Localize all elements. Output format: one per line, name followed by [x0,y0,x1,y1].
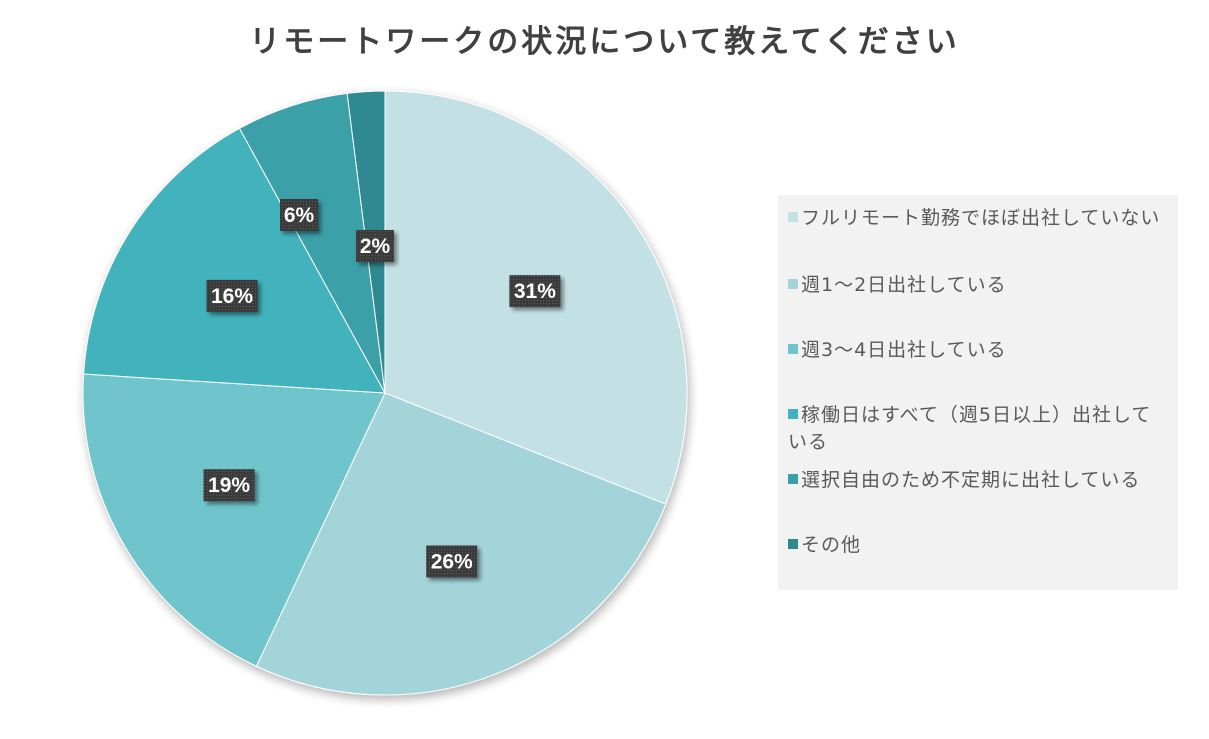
legend-swatch [788,409,798,419]
legend: フルリモート勤務でほぼ出社していない 週1〜2日出社している 週3〜4日出社している… [778,195,1178,590]
data-label-weekly-3-4: 19% [203,469,255,502]
legend-label: 週3〜4日出社している [801,339,1007,361]
legend-item-weekly-1-2: 週1〜2日出社している [788,272,1168,299]
chart-title: リモートワークの状況について教えてください [249,24,960,60]
data-label-box [206,279,258,312]
legend-swatch [788,344,798,354]
data-label-other: 2% [356,230,394,262]
data-label-box [203,469,255,502]
data-label-box [280,199,319,231]
data-label-value: 26% [431,550,473,573]
data-label-irregular: 6% [280,199,319,231]
legend-item-all-days: 稼働日はすべて（週5日以上）出社している [788,402,1168,456]
data-label-box [509,275,561,308]
legend-label: その他 [801,534,862,556]
pie-slice-weekly-1-2 [255,392,667,696]
legend-swatch [788,539,798,549]
pie-slice-weekly-3-4 [82,373,386,667]
data-label-all-days: 16% [206,279,258,312]
data-label-value: 19% [208,474,250,497]
legend-item-other: その他 [788,532,1168,559]
pie-slices [82,90,688,696]
data-label-full-remote: 31% [509,275,561,308]
data-label-value: 6% [284,204,315,227]
data-label-value: 2% [360,235,391,258]
legend-item-irregular: 選択自由のため不定期に出社している [788,467,1168,494]
legend-item-weekly-3-4: 週3〜4日出社している [788,337,1168,364]
data-label-value: 16% [211,285,253,308]
legend-swatch [788,279,798,289]
legend-swatch [788,212,798,222]
legend-swatch [788,474,798,484]
legend-item-full-remote: フルリモート勤務でほぼ出社していない [788,205,1168,232]
legend-label: 選択自由のため不定期に出社している [801,469,1141,491]
data-label-box [426,545,478,578]
pie-data-labels: 31% 26% 19% 16% 6% 2% [203,199,561,578]
data-label-box [356,230,394,262]
legend-label: 稼働日はすべて（週5日以上）出社している [788,404,1152,453]
legend-label: 週1〜2日出社している [801,274,1007,296]
data-label-weekly-1-2: 26% [426,545,478,578]
data-label-value: 31% [514,280,556,303]
legend-label: フルリモート勤務でほぼ出社していない [801,207,1161,229]
pie-slice-all-days [83,127,386,394]
